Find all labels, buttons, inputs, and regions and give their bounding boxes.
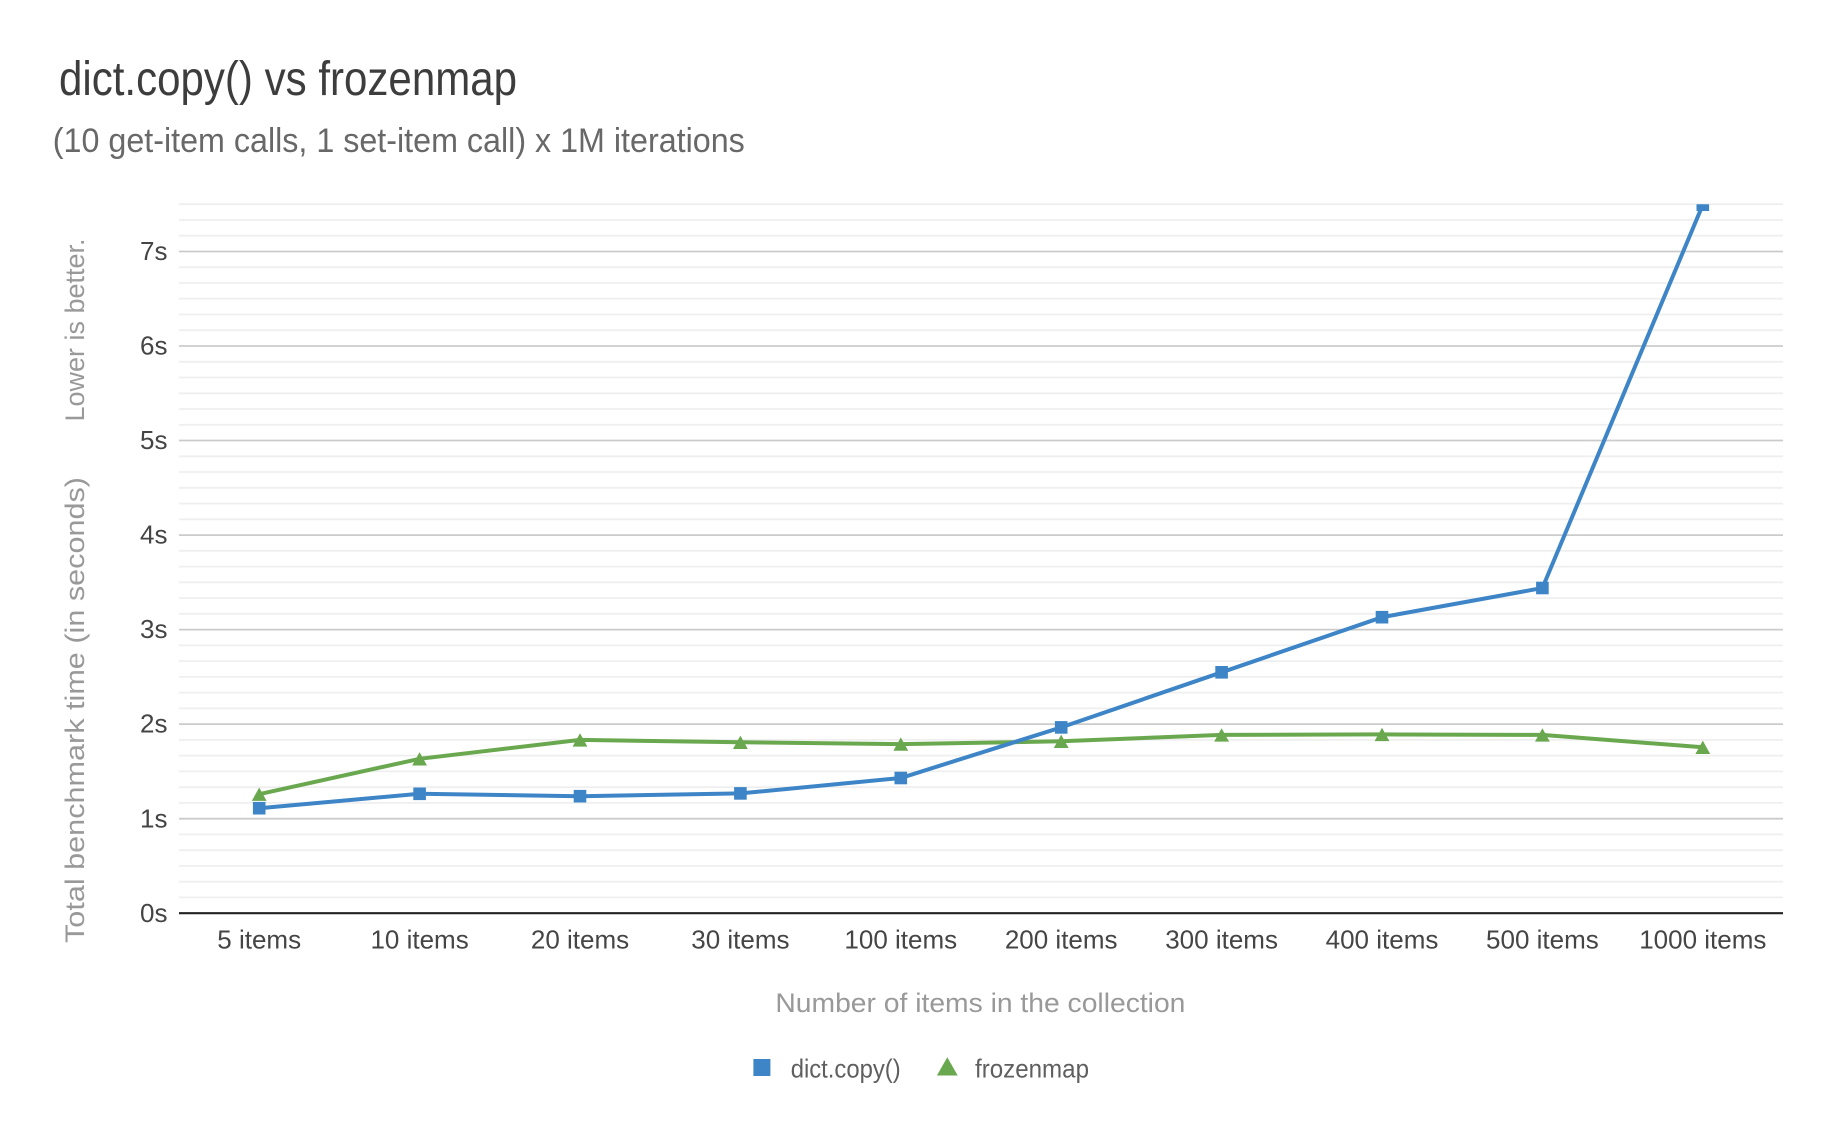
svg-text:5 items: 5 items [217,925,301,955]
svg-text:4s: 4s [140,520,167,550]
svg-text:7s: 7s [140,236,167,266]
svg-text:(10 get-item calls, 1 set-item: (10 get-item calls, 1 set-item call) x 1… [53,122,745,160]
svg-text:0s: 0s [140,898,167,928]
svg-text:300 items: 300 items [1165,925,1278,955]
svg-text:1000 items: 1000 items [1639,925,1766,955]
svg-text:500 items: 500 items [1486,925,1599,955]
svg-text:1s: 1s [140,803,167,833]
svg-text:2s: 2s [140,709,167,739]
svg-text:100 items: 100 items [844,925,957,955]
svg-text:dict.copy() vs frozenmap: dict.copy() vs frozenmap [59,53,517,106]
svg-text:3s: 3s [140,614,167,644]
svg-text:dict.copy(): dict.copy() [791,1053,901,1083]
svg-text:30 items: 30 items [691,925,789,955]
svg-text:Lower is better.: Lower is better. [60,239,90,422]
svg-text:20 items: 20 items [531,925,629,955]
svg-text:frozenmap: frozenmap [975,1053,1089,1083]
svg-text:Number of items in the collect: Number of items in the collection [775,988,1185,1018]
svg-text:200 items: 200 items [1005,925,1118,955]
svg-text:6s: 6s [140,331,167,361]
svg-text:5s: 5s [140,425,167,455]
svg-text:400 items: 400 items [1326,925,1439,955]
svg-text:10 items: 10 items [370,925,468,955]
svg-text:Total benchmark time (in secon: Total benchmark time (in seconds) [60,477,90,943]
